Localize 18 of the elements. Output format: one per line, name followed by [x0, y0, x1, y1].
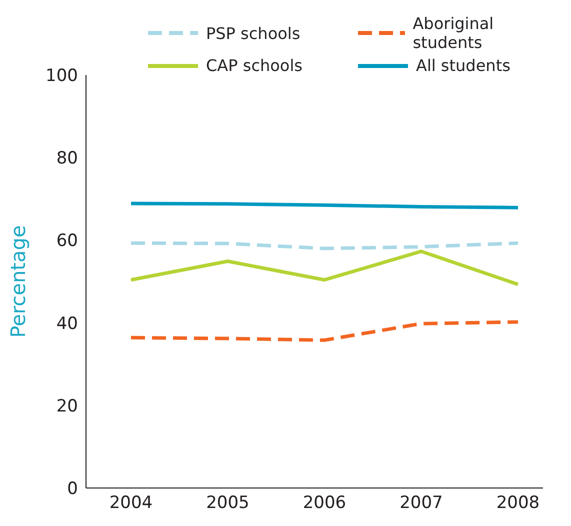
y-tick-label: 60 [56, 231, 78, 252]
y-tick-label: 40 [56, 314, 78, 334]
y-tick-label: 100 [46, 66, 78, 86]
legend-label: All students [416, 56, 510, 75]
x-tick-label: 2007 [400, 493, 443, 514]
y-axis-title: Percentage [6, 225, 30, 338]
line-series [129, 250, 520, 286]
legend-label: CAP schools [206, 56, 302, 75]
x-tick-label: 2004 [109, 493, 153, 514]
y-tick-label: 0 [67, 479, 78, 500]
y-tick-label: 80 [56, 148, 78, 169]
line-series [129, 320, 520, 342]
y-tick-label: 20 [56, 396, 78, 416]
x-tick-label: 2006 [302, 493, 346, 514]
legend-label: Aboriginal students [412, 14, 495, 52]
legend-label: PSP schools [206, 24, 300, 42]
x-tick-label: 2005 [206, 493, 250, 514]
x-tick-label: 2008 [496, 493, 540, 514]
